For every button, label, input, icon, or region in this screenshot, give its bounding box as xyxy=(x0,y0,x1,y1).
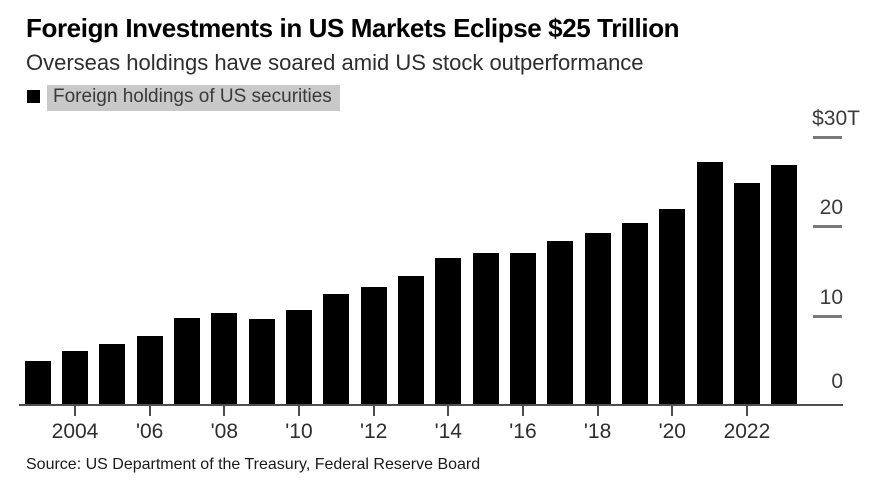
x-tick-2004 xyxy=(74,406,76,416)
y-label-0: 0 xyxy=(831,370,843,393)
legend-label: Foreign holdings of US securities xyxy=(47,85,340,111)
chart-subtitle: Overseas holdings have soared amid US st… xyxy=(26,50,644,75)
bar-2017 xyxy=(547,240,574,405)
bar-2021 xyxy=(696,162,723,405)
bar-2015 xyxy=(472,253,499,405)
bar-2007 xyxy=(173,318,200,405)
x-label-2010: '10 xyxy=(285,420,313,443)
x-label-2014: '14 xyxy=(434,420,462,443)
bar-2014 xyxy=(435,258,462,405)
x-label-2018: '18 xyxy=(583,420,612,443)
bar-2018 xyxy=(584,232,611,405)
x-tick-2012 xyxy=(372,406,375,416)
source-note: Source: US Department of the Treasury, F… xyxy=(26,456,481,473)
bar-2012 xyxy=(360,287,387,405)
y-label-10: 10 xyxy=(819,285,843,309)
x-label-2008: '08 xyxy=(210,420,238,443)
bar-2008 xyxy=(211,312,238,405)
x-tick-2022 xyxy=(745,406,748,416)
legend: Foreign holdings of US securities xyxy=(27,85,340,111)
x-tick-2014 xyxy=(447,406,450,416)
x-tick-2010 xyxy=(297,406,300,416)
bar-2005 xyxy=(99,344,126,405)
x-tick-2018 xyxy=(596,406,599,416)
x-tick-2016 xyxy=(521,406,524,416)
y-tick-30 xyxy=(813,136,842,139)
y-label-20: 20 xyxy=(819,196,843,220)
bar-2003 xyxy=(24,361,51,405)
bar-2011 xyxy=(323,294,350,405)
x-axis-line xyxy=(19,404,843,406)
bar-2010 xyxy=(285,310,312,405)
x-label-2004: 2004 xyxy=(51,420,99,443)
bar-2013 xyxy=(397,276,424,405)
x-tick-2020 xyxy=(671,406,674,416)
bar-2009 xyxy=(248,319,275,405)
bar-2004 xyxy=(62,351,88,405)
x-label-2020: '20 xyxy=(658,420,686,443)
bar-2023 xyxy=(771,164,798,405)
y-tick-10 xyxy=(813,314,842,318)
bar-2006 xyxy=(136,336,163,405)
x-label-2016: '16 xyxy=(509,420,537,443)
x-tick-2006 xyxy=(148,406,151,416)
x-label-2012: '12 xyxy=(359,420,388,443)
bar-2019 xyxy=(621,222,648,405)
y-tick-20 xyxy=(813,225,842,229)
bar-2022 xyxy=(733,182,760,405)
y-label-30: $30T xyxy=(812,107,860,130)
x-tick-2008 xyxy=(223,406,226,416)
bar-2020 xyxy=(659,209,686,405)
legend-swatch-icon xyxy=(27,90,40,103)
x-label-2022: 2022 xyxy=(723,420,771,443)
chart-title: Foreign Investments in US Markets Eclips… xyxy=(26,13,680,43)
x-label-2006: '06 xyxy=(135,420,164,443)
bar-2016 xyxy=(509,253,536,405)
